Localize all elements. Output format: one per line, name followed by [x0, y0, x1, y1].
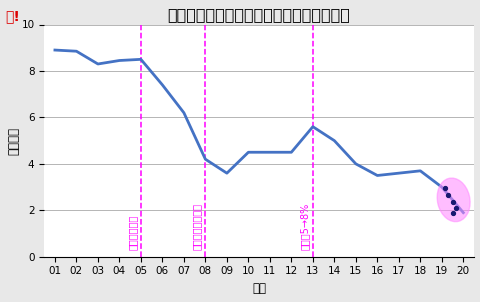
Text: 耐震偽装問題: 耐震偽装問題 [127, 214, 137, 250]
Text: リーマンショック: リーマンショック [192, 203, 202, 250]
Title: 新築マンション発売戸数の推移（首都圏）: 新築マンション発売戸数の推移（首都圏） [168, 7, 350, 22]
Text: 消費税5→8%: 消費税5→8% [299, 203, 309, 250]
Ellipse shape [436, 178, 469, 222]
Y-axis label: （万件）: （万件） [7, 127, 20, 155]
X-axis label: 暦年: 暦年 [252, 282, 265, 295]
Text: マ!: マ! [5, 9, 20, 23]
